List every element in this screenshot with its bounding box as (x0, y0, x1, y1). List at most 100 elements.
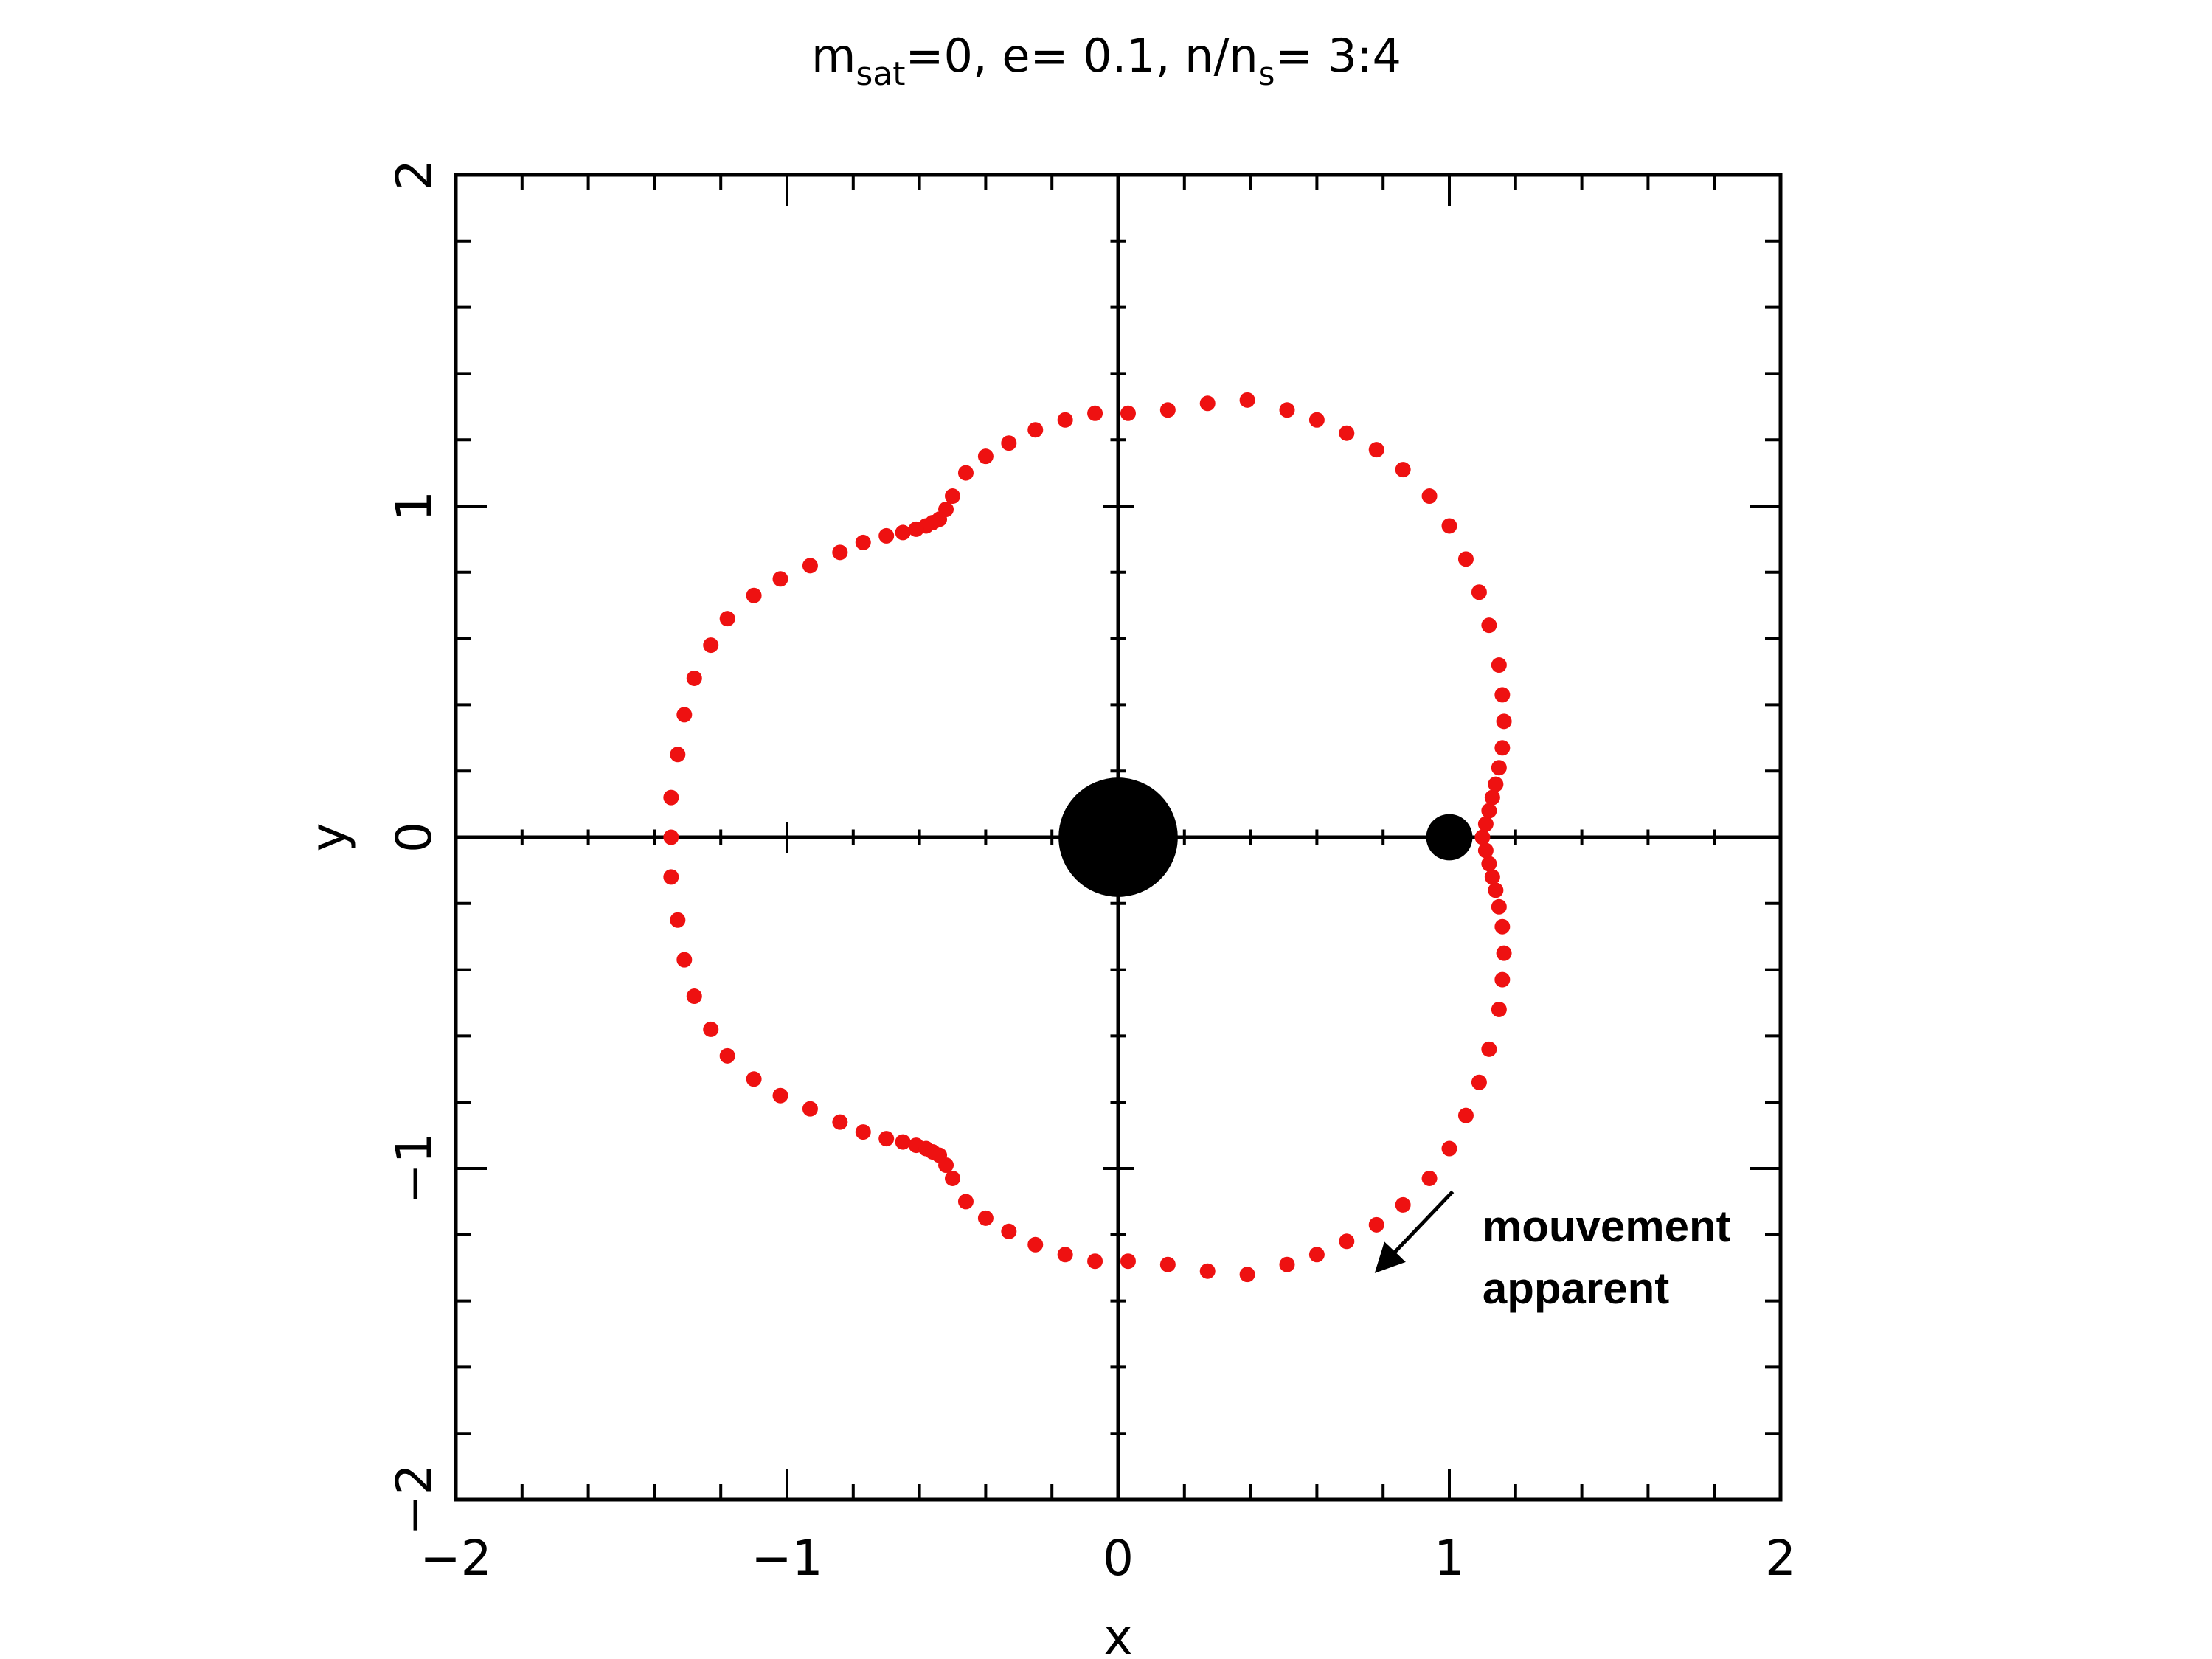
data-point (1496, 713, 1512, 730)
data-point (1481, 803, 1497, 819)
data-point (1087, 1253, 1103, 1270)
x-tick-label: 2 (1765, 1530, 1796, 1587)
x-tick-label: −2 (420, 1530, 491, 1587)
data-points (663, 392, 1512, 1283)
data-point (1441, 1140, 1457, 1157)
data-point (1457, 1107, 1474, 1123)
data-point (686, 670, 702, 686)
data-point (855, 534, 871, 550)
data-point (1488, 776, 1504, 792)
motion-label: mouvement apparent (1483, 1202, 1731, 1313)
data-point (1057, 412, 1073, 428)
data-point (703, 637, 719, 654)
data-point (1120, 1253, 1136, 1270)
data-point (855, 1124, 871, 1140)
data-point (663, 869, 679, 885)
data-point (1027, 1236, 1044, 1253)
data-point (1339, 425, 1355, 441)
data-point (908, 521, 924, 537)
data-point (670, 912, 686, 928)
data-point (1496, 945, 1512, 961)
data-point (802, 558, 818, 574)
data-point (957, 1194, 974, 1210)
data-point (746, 1071, 762, 1087)
data-point (772, 1087, 788, 1104)
data-point (1087, 405, 1103, 421)
data-point (772, 571, 788, 587)
data-point (1491, 657, 1507, 673)
data-point (1199, 395, 1216, 412)
data-point (1239, 1267, 1255, 1283)
data-point (1339, 1233, 1355, 1250)
data-point (977, 1210, 994, 1226)
data-point (1368, 442, 1384, 458)
data-point (1491, 760, 1507, 776)
data-point (746, 587, 762, 603)
x-axis-label: x (1103, 1609, 1132, 1659)
data-point (832, 544, 848, 561)
title-n-subscript: s (1258, 55, 1275, 93)
data-point (1057, 1247, 1073, 1263)
title-params: =0, e= 0.1, n/n (906, 29, 1258, 83)
data-point (719, 611, 735, 627)
data-point (686, 988, 702, 1005)
data-point (1199, 1263, 1216, 1279)
data-point (1279, 1256, 1295, 1272)
data-point (1027, 422, 1044, 438)
data-point (719, 1047, 735, 1064)
motion-annotation: mouvement apparent (1374, 1190, 1731, 1313)
data-point (878, 1131, 895, 1147)
x-tick-label: 0 (1103, 1530, 1134, 1587)
y-tick-label: 1 (386, 491, 443, 522)
data-point (1159, 1256, 1176, 1272)
data-point (1481, 617, 1497, 634)
tick-marks (454, 173, 1782, 1501)
motion-label-line: mouvement (1483, 1202, 1731, 1251)
title-ratio: = 3:4 (1275, 29, 1401, 83)
x-tick-label: −1 (751, 1530, 822, 1587)
chart-title: msat=0, e= 0.1, n/ns= 3:4 (811, 29, 1401, 93)
data-point (1001, 435, 1017, 451)
y-tick-label: 2 (386, 159, 443, 190)
data-point (945, 1170, 960, 1186)
data-point (977, 448, 994, 465)
data-point (895, 1134, 911, 1150)
motion-label-line: apparent (1483, 1264, 1669, 1313)
data-point (878, 527, 895, 544)
data-point (1484, 869, 1500, 885)
data-point (1308, 412, 1325, 428)
data-point (1471, 1074, 1487, 1090)
data-point (1477, 842, 1494, 859)
y-tick-label: −2 (386, 1464, 443, 1535)
data-point (663, 789, 679, 806)
data-point (1120, 405, 1136, 421)
data-point (1457, 551, 1474, 567)
primary-body (1058, 777, 1178, 897)
y-tick-label: −1 (386, 1132, 443, 1204)
data-point (938, 1157, 954, 1174)
data-point (1395, 1196, 1411, 1213)
data-point (1491, 1001, 1507, 1017)
data-point (1474, 829, 1491, 845)
data-point (670, 747, 686, 763)
data-point (1159, 402, 1176, 418)
data-point (945, 488, 960, 505)
title-m-subscript: sat (856, 55, 905, 93)
x-tick-label: 1 (1434, 1530, 1465, 1587)
data-point (1279, 402, 1295, 418)
data-point (1368, 1216, 1384, 1233)
data-point (1494, 740, 1511, 756)
data-point (1491, 898, 1507, 915)
data-point (1001, 1223, 1017, 1239)
data-point (1488, 882, 1504, 898)
title-m: m (811, 29, 856, 83)
x-tick-labels: −2 −1 0 1 2 (420, 1530, 1796, 1587)
data-point (1308, 1247, 1325, 1263)
data-point (895, 524, 911, 541)
data-point (663, 829, 679, 845)
data-point (802, 1101, 818, 1117)
data-point (703, 1021, 719, 1037)
data-point (1395, 462, 1411, 478)
data-point (1494, 918, 1511, 935)
